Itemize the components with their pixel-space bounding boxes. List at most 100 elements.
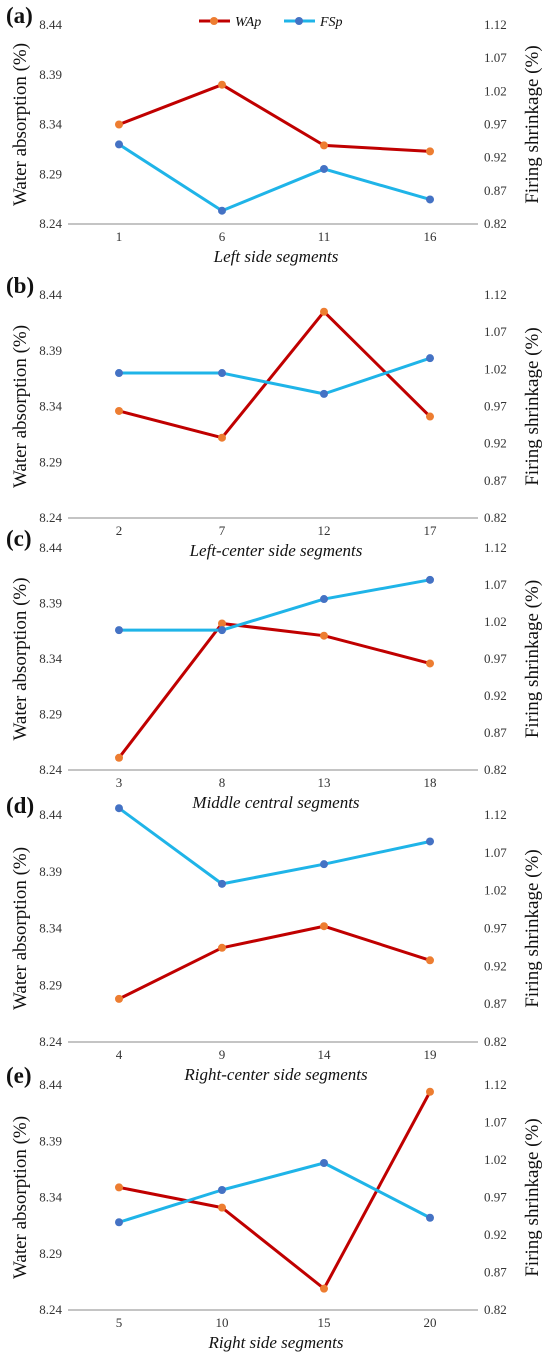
- x-tick-label: 11: [318, 229, 331, 244]
- panel-d: (d) 8.24 8.29 8.34 8.39 8.44 0.82 0.87 0.92 0.97 1…: [6, 793, 543, 1084]
- x-tick-label: 5: [116, 1315, 123, 1330]
- y-tick-label: 8.34: [39, 1190, 62, 1205]
- x-tick-label: 18: [424, 775, 437, 790]
- fsp-series-line: [118, 806, 431, 886]
- y-tick-label: 8.29: [39, 1246, 62, 1261]
- y2-tick-label: 1.07: [484, 1115, 507, 1130]
- y2-tick-label: 0.82: [484, 762, 507, 777]
- fsp-data-point: [115, 626, 123, 635]
- wap-data-point: [218, 619, 226, 628]
- legend-fsp-label: FSp: [319, 15, 343, 30]
- y2-tick-label: 0.82: [484, 1302, 507, 1317]
- panel-c: (c) 8.24 8.29 8.34 8.39 8.44 0.82 0.87 0.92 0.97 1…: [6, 526, 543, 812]
- x-tick-label: 14: [318, 1047, 332, 1062]
- wap-data-point: [320, 1284, 328, 1293]
- y2-tick-label: 1.02: [484, 361, 507, 376]
- y-tick-label: 8.34: [39, 651, 62, 666]
- y2-tick-label: 1.02: [484, 883, 507, 898]
- fsp-data-point: [218, 206, 226, 215]
- wap-data-point: [218, 80, 226, 89]
- panel-label: (d): [6, 793, 34, 818]
- y2-axis-title: Firing shrinkage (%): [522, 45, 543, 203]
- y2-tick-label: 1.02: [484, 83, 507, 98]
- wap-data-point: [320, 922, 328, 931]
- fsp-data-point: [320, 1159, 328, 1167]
- wap-data-point: [115, 994, 123, 1003]
- y-tick-label: 8.34: [39, 117, 62, 132]
- y-axis-title: Water absorption (%): [10, 325, 31, 488]
- panel-label: (b): [6, 273, 34, 298]
- fsp-data-point: [320, 389, 328, 398]
- x-axis-title: Right side segments: [207, 1333, 343, 1352]
- fsp-data-point: [320, 860, 328, 869]
- y2-tick-label: 0.82: [484, 1034, 507, 1049]
- fsp-data-point: [115, 140, 123, 149]
- panel-e: (e) 8.24 8.29 8.34 8.39 8.44 0.82 0.87 0.92 0.97 1…: [6, 1063, 543, 1352]
- x-tick-label: 13: [318, 775, 331, 790]
- y-tick-label: 8.24: [39, 1034, 62, 1049]
- wap-data-point: [426, 147, 434, 156]
- x-axis-title: Middle central segments: [191, 793, 360, 812]
- x-axis-title: Left-center side segments: [189, 541, 363, 560]
- y2-tick-label: 1.07: [484, 577, 507, 592]
- y2-tick-label: 0.87: [484, 1265, 507, 1280]
- y2-tick-label: 0.87: [484, 183, 507, 198]
- y2-axis-title: Firing shrinkage (%): [522, 580, 543, 738]
- wap-data-point: [115, 406, 123, 415]
- x-tick-label: 9: [219, 1047, 226, 1062]
- wap-data-point: [115, 1183, 123, 1192]
- y2-tick-label: 0.92: [484, 958, 507, 973]
- y-tick-label: 8.29: [39, 707, 62, 722]
- y2-tick-label: 1.12: [484, 17, 507, 32]
- y2-tick-label: 0.92: [484, 436, 507, 451]
- y2-tick-label: 0.87: [484, 473, 507, 488]
- y2-tick-label: 0.97: [484, 1190, 507, 1205]
- x-tick-label: 20: [424, 1315, 437, 1330]
- fsp-data-point: [115, 1218, 123, 1227]
- x-tick-label: 6: [219, 229, 226, 244]
- fsp-data-point: [426, 1213, 434, 1222]
- x-tick-label: 8: [219, 775, 226, 790]
- y-tick-label: 8.24: [39, 1302, 62, 1317]
- y2-tick-label: 0.87: [484, 725, 507, 740]
- fsp-data-point: [218, 626, 226, 635]
- y-tick-label: 8.34: [39, 399, 62, 414]
- y-tick-label: 8.44: [39, 287, 62, 302]
- panel-b: (b) 8.24 8.29 8.34 8.39 8.44 0.82 0.87 0.92 0.97 1…: [6, 273, 543, 560]
- y2-tick-label: 0.97: [484, 117, 507, 132]
- y2-tick-label: 1.02: [484, 1152, 507, 1167]
- y-tick-label: 8.29: [39, 166, 62, 181]
- x-tick-label: 17: [424, 523, 438, 538]
- y-tick-label: 8.24: [39, 762, 62, 777]
- fsp-data-point: [218, 879, 226, 888]
- y2-tick-label: 0.92: [484, 150, 507, 165]
- y2-tick-label: 0.87: [484, 996, 507, 1011]
- fsp-data-point: [320, 595, 328, 604]
- wap-data-point: [426, 659, 434, 668]
- fsp-data-point: [115, 369, 123, 378]
- wap-data-point: [218, 1203, 226, 1212]
- y2-tick-label: 1.12: [484, 540, 507, 555]
- wap-data-point: [218, 943, 226, 952]
- y2-tick-label: 0.82: [484, 216, 507, 231]
- y-tick-label: 8.24: [39, 216, 62, 231]
- y2-axis-title: Firing shrinkage (%): [522, 849, 543, 1007]
- wap-series-line: [118, 310, 432, 440]
- wap-data-point: [115, 753, 123, 762]
- panel-a: (a) 8.24 8.29 8.34 8.39 8.44 0.82 0.87 0.92 0.97 1…: [6, 3, 543, 266]
- y2-tick-label: 0.97: [484, 921, 507, 936]
- x-tick-label: 4: [116, 1047, 123, 1062]
- fsp-data-point: [320, 164, 328, 173]
- fsp-data-point: [426, 837, 434, 846]
- legend-wap-marker: [210, 17, 218, 25]
- y-tick-label: 8.29: [39, 977, 62, 992]
- wap-data-point: [426, 412, 434, 421]
- wap-data-point: [320, 141, 328, 150]
- y-tick-label: 8.44: [39, 540, 62, 555]
- wap-data-point: [426, 1087, 434, 1096]
- y2-axis-title: Firing shrinkage (%): [522, 1118, 543, 1276]
- wap-series-line: [118, 1091, 432, 1291]
- y2-axis-title: Firing shrinkage (%): [522, 327, 543, 485]
- y-tick-label: 8.34: [39, 921, 62, 936]
- fsp-series-line: [119, 356, 431, 396]
